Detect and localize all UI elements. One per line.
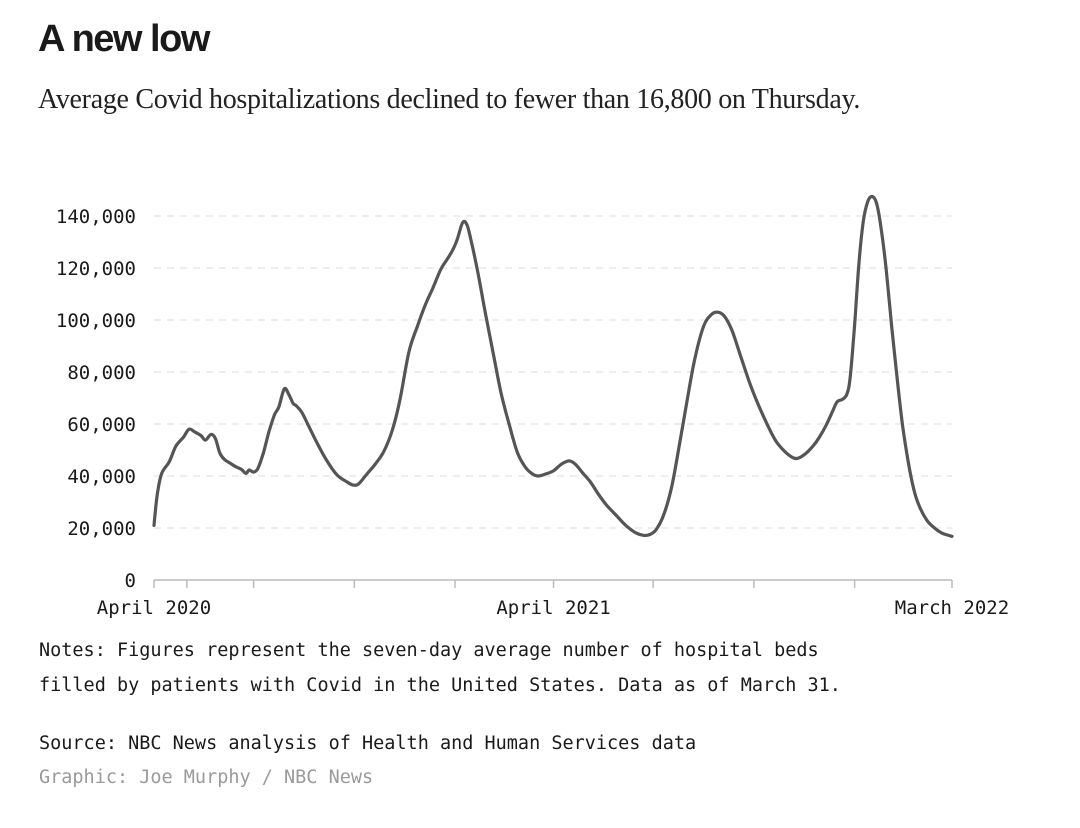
- series-line-group: [152, 194, 954, 538]
- y-tick-label: 140,000: [56, 206, 136, 228]
- line-chart: 0 20,000 40,000 60,000 80,000 100,000 120,000 1…: [56, 194, 1009, 619]
- y-tick-label: 0: [125, 570, 136, 592]
- x-tick-label: April 2021: [496, 597, 610, 619]
- notes-line-1: Notes: Figures represent the seven-day a…: [39, 640, 819, 661]
- x-tick-label: April 2020: [97, 597, 211, 619]
- x-axis: April 2020 April 2021 March 2022: [97, 579, 1009, 619]
- source-text: Source: NBC News analysis of Health and …: [39, 733, 697, 754]
- notes-line-2: filled by patients with Covid in the Uni…: [39, 675, 841, 696]
- y-tick-label: 20,000: [67, 518, 136, 540]
- chart-subtitle: Average Covid hospitalizations declined …: [38, 84, 861, 115]
- chart-title: A new low: [38, 18, 210, 60]
- graphic-credit: Graphic: Joe Murphy / NBC News: [39, 767, 374, 788]
- gridlines: [154, 215, 952, 529]
- y-tick-label: 120,000: [56, 258, 136, 280]
- y-tick-label: 60,000: [67, 414, 136, 436]
- y-tick-label: 40,000: [67, 466, 136, 488]
- x-tick-label: March 2022: [895, 597, 1009, 619]
- series-line: [152, 194, 954, 538]
- y-axis-labels: 0 20,000 40,000 60,000 80,000 100,000 120,000 1…: [56, 206, 136, 592]
- y-tick-label: 100,000: [56, 310, 136, 332]
- y-tick-label: 80,000: [67, 362, 136, 384]
